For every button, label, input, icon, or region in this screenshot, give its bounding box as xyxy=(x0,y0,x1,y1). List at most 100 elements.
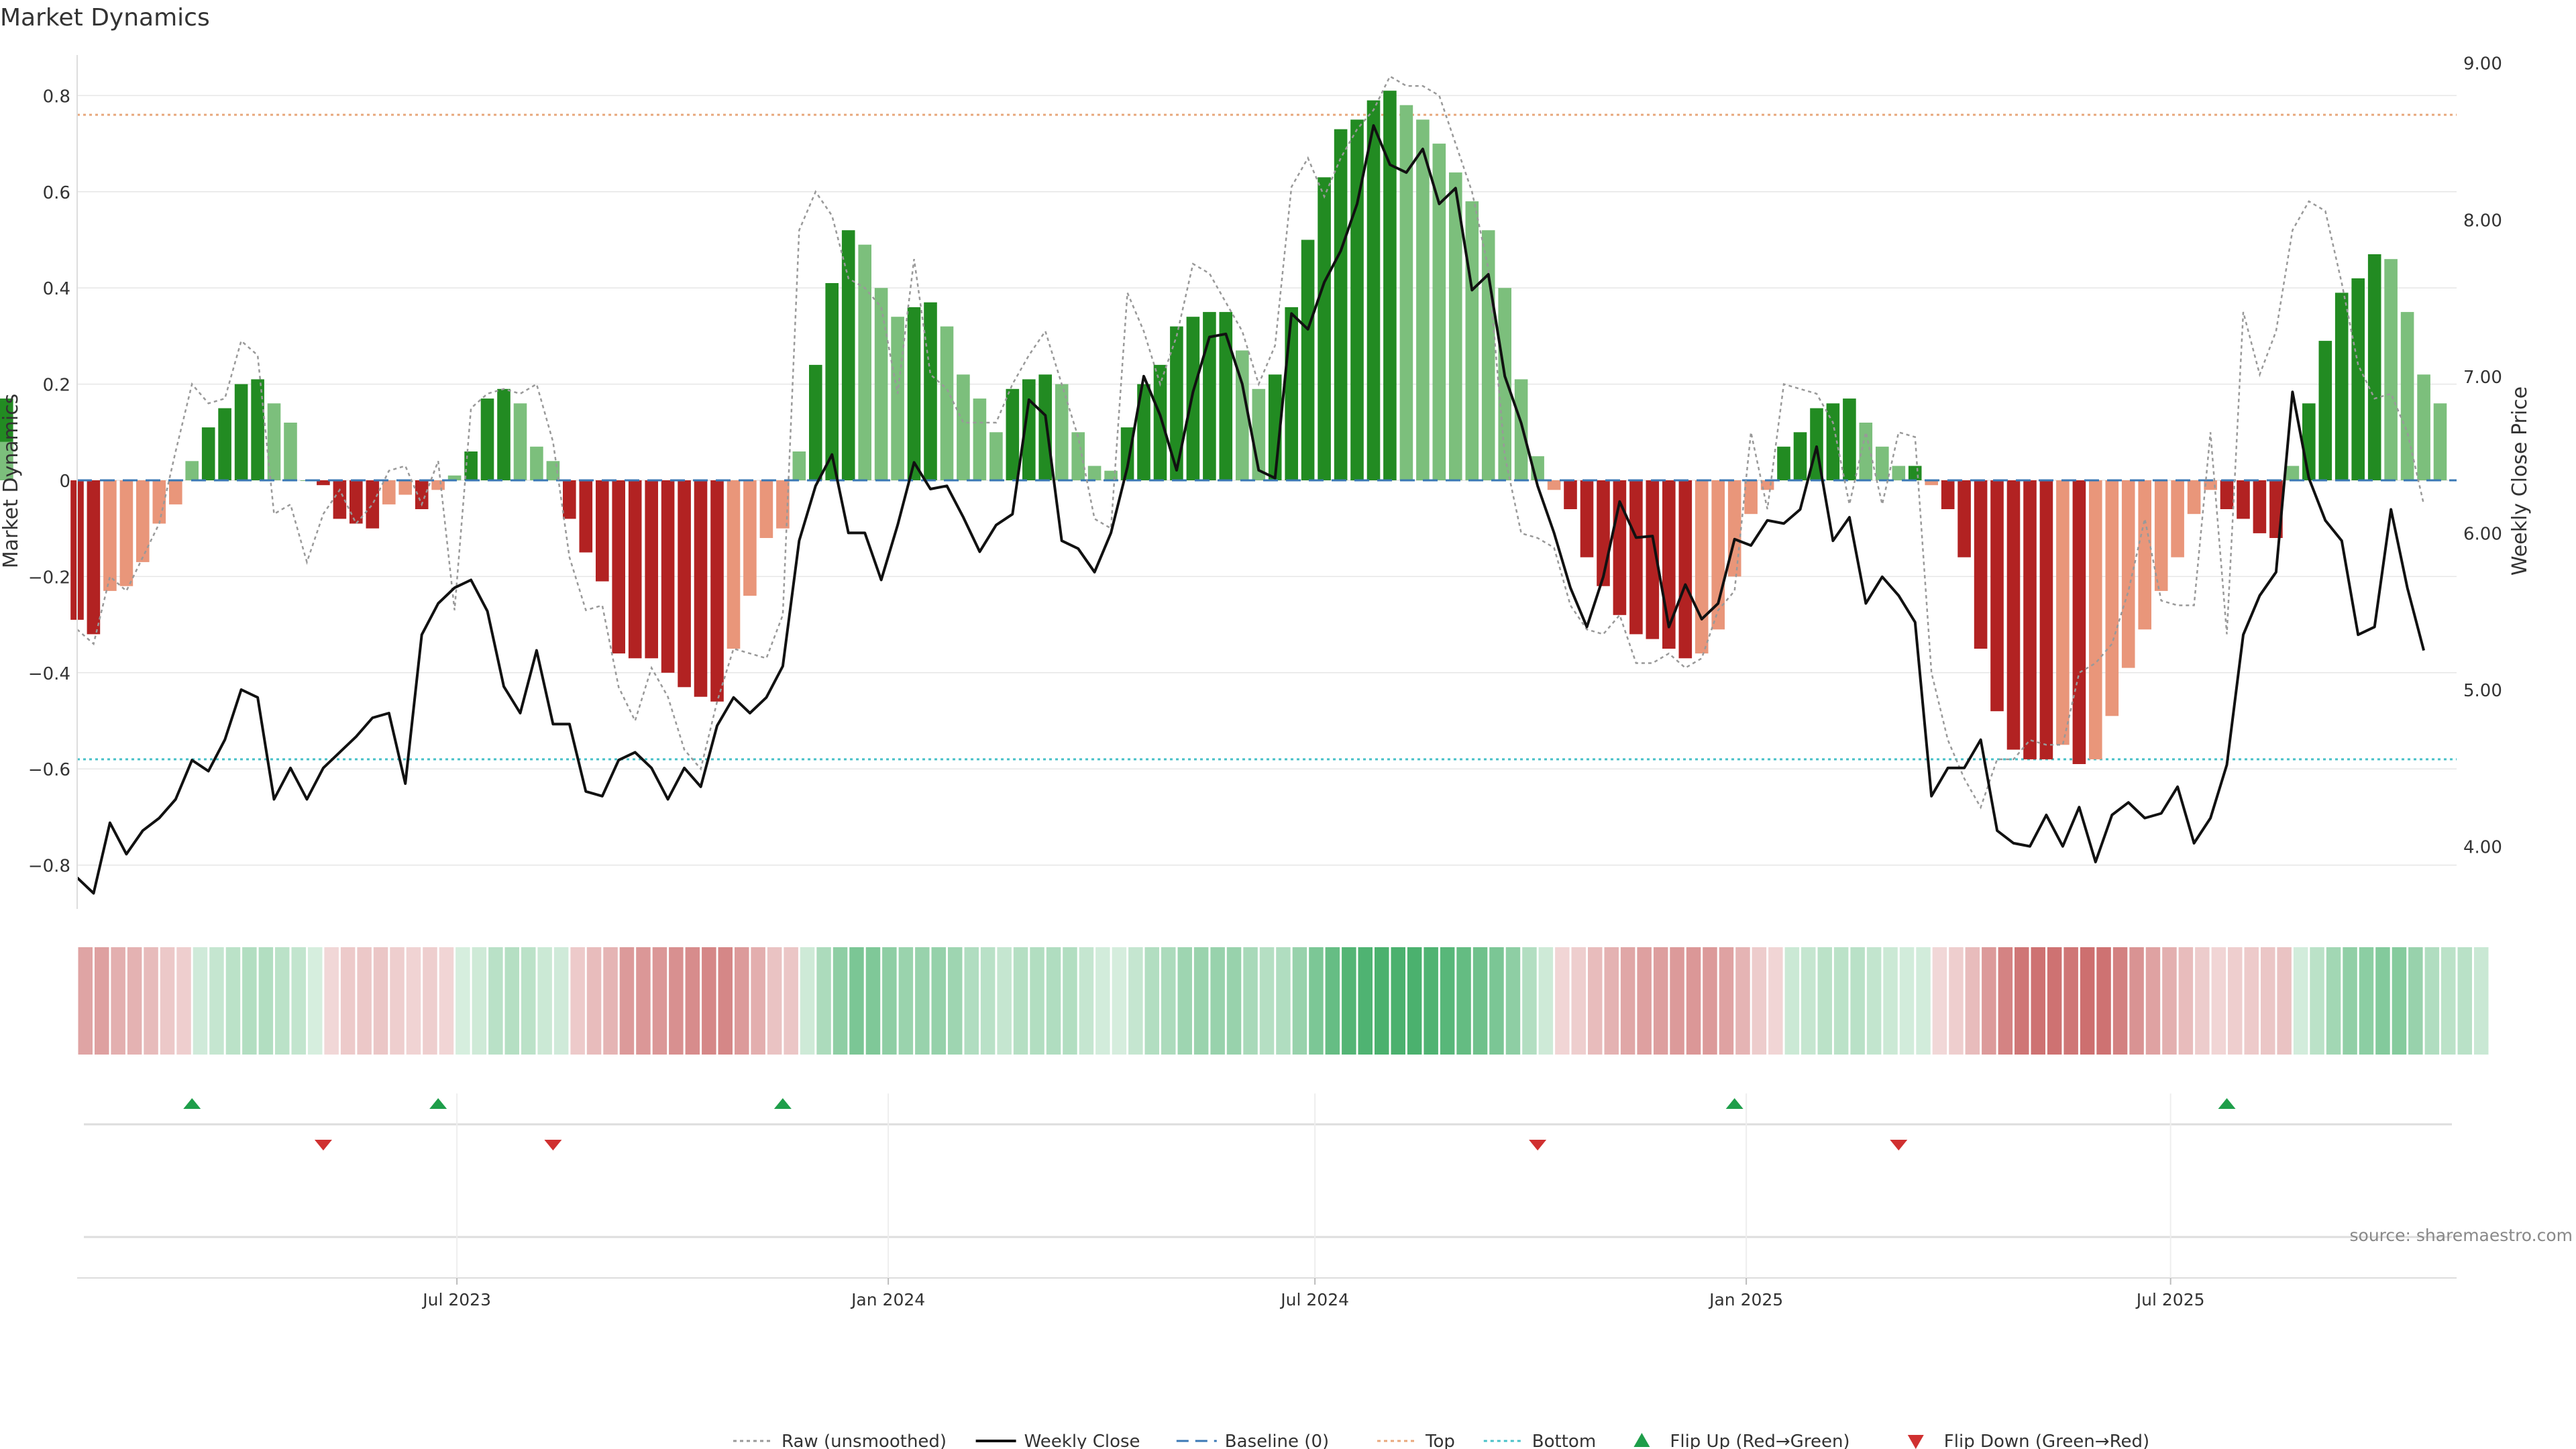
heat-cell xyxy=(258,947,274,1055)
heat-cell xyxy=(586,947,602,1055)
dynamics-bar xyxy=(579,480,593,553)
x-tick-label: Jan 2024 xyxy=(850,1290,925,1309)
heat-cell xyxy=(1095,947,1110,1055)
y2-tick-label: 6.00 xyxy=(2463,524,2502,544)
y2-axis-label: Weekly Close Price xyxy=(2508,386,2532,576)
y2-tick-label: 7.00 xyxy=(2463,368,2502,388)
heat-cell xyxy=(455,947,470,1055)
x-tick-label: Jan 2025 xyxy=(1708,1290,1783,1309)
dynamics-bar xyxy=(1366,100,1381,481)
y2-tick-label: 5.00 xyxy=(2463,681,2502,701)
dynamics-bar xyxy=(284,423,297,480)
heat-cell xyxy=(669,947,684,1055)
dynamics-bar xyxy=(2089,480,2102,759)
heat-cell xyxy=(2112,947,2128,1055)
y-tick-label: 0.8 xyxy=(43,87,70,107)
dynamics-bar xyxy=(1399,105,1413,480)
dynamics-bar xyxy=(874,288,888,480)
dynamics-bar xyxy=(1432,144,1446,480)
heat-cell xyxy=(2162,947,2177,1055)
heat-cell xyxy=(980,947,996,1055)
heat-cell xyxy=(275,947,290,1055)
heat-cell xyxy=(2277,947,2292,1055)
heat-cell xyxy=(2096,947,2111,1055)
dynamics-bar xyxy=(973,398,987,480)
heat-cell xyxy=(1752,947,1767,1055)
dynamics-bar xyxy=(2121,480,2135,668)
heat-cell xyxy=(357,947,372,1055)
flip-up-marker xyxy=(183,1098,201,1109)
dynamics-bar xyxy=(2367,254,2381,480)
y-tick-label: −0.8 xyxy=(28,857,70,877)
dynamics-bar xyxy=(1153,364,1167,480)
dynamics-bar xyxy=(431,480,445,490)
dynamics-bar xyxy=(2334,292,2349,480)
dynamics-bar xyxy=(136,480,150,562)
x-tick-label: Jul 2024 xyxy=(1279,1290,1349,1309)
flip-markers-panel xyxy=(84,1098,2452,1238)
weekly-close-line xyxy=(76,124,2426,895)
heat-cell xyxy=(324,947,339,1055)
heat-cell xyxy=(1193,947,1209,1055)
dynamics-bar xyxy=(415,480,429,509)
x-tick-label: Jul 2025 xyxy=(2135,1290,2205,1309)
heat-cell xyxy=(849,947,864,1055)
heat-cell xyxy=(2392,947,2407,1055)
dynamics-bar xyxy=(825,283,839,480)
heat-cell xyxy=(537,947,552,1055)
heat-cell xyxy=(225,947,241,1055)
raw-line xyxy=(76,74,2425,810)
flip-up-marker xyxy=(1725,1098,1743,1109)
heat-cell xyxy=(882,947,897,1055)
legend-item: Weekly Close xyxy=(975,1432,1140,1449)
heat-cell xyxy=(78,947,93,1055)
dynamics-bar xyxy=(1629,480,1643,635)
y-tick-label: −0.6 xyxy=(28,760,70,780)
heat-cell xyxy=(176,947,191,1055)
flip-up-marker xyxy=(2218,1098,2236,1109)
dynamics-bar xyxy=(1087,466,1102,480)
dynamics-bar xyxy=(350,480,363,524)
heat-cell xyxy=(1013,947,1028,1055)
heat-cell xyxy=(488,947,503,1055)
heat-cell xyxy=(1472,947,1488,1055)
dynamics-bar xyxy=(1498,288,1511,480)
dynamics-bar xyxy=(1580,480,1594,557)
dynamics-bar xyxy=(809,364,822,480)
dynamics-bar xyxy=(891,317,904,480)
heat-cell xyxy=(1259,947,1275,1055)
dynamics-bar xyxy=(2154,480,2168,591)
flip-up-marker xyxy=(429,1098,447,1109)
heat-cell xyxy=(390,947,405,1055)
dynamics-bar xyxy=(1646,480,1660,639)
heat-cell xyxy=(1358,947,1373,1055)
heat-cell xyxy=(2359,947,2374,1055)
dynamics-bar xyxy=(1285,307,1298,480)
dynamics-bar xyxy=(1120,427,1134,480)
heat-cell xyxy=(1620,947,1635,1055)
dynamics-bar xyxy=(1990,480,2004,712)
dynamics-bar xyxy=(678,480,691,688)
dynamics-bar xyxy=(1777,446,1790,480)
heat-cell xyxy=(1440,947,1455,1055)
heat-cell xyxy=(751,947,765,1055)
dynamics-bar xyxy=(1383,91,1397,480)
heat-cell xyxy=(1555,947,1570,1055)
source-note: source: sharemaestro.com xyxy=(2350,1226,2573,1245)
dynamics-bar xyxy=(1892,466,1906,480)
dynamics-bar xyxy=(1793,432,1807,480)
legend-label: Bottom xyxy=(1532,1432,1596,1449)
dynamics-bar xyxy=(1334,129,1348,481)
heat-cell xyxy=(685,947,700,1055)
legend-swatch xyxy=(1633,1433,1650,1447)
heat-cell xyxy=(1784,947,1800,1055)
dynamics-bar xyxy=(169,480,182,504)
legend-swatch xyxy=(1907,1435,1924,1449)
dynamics-bar xyxy=(1941,480,1955,509)
heat-cell xyxy=(111,947,125,1055)
heat-cell xyxy=(472,947,487,1055)
dynamics-bar xyxy=(1301,239,1315,480)
dynamics-bar xyxy=(251,379,264,480)
dynamics-bar xyxy=(218,408,231,480)
dynamics-bar xyxy=(2039,480,2053,759)
